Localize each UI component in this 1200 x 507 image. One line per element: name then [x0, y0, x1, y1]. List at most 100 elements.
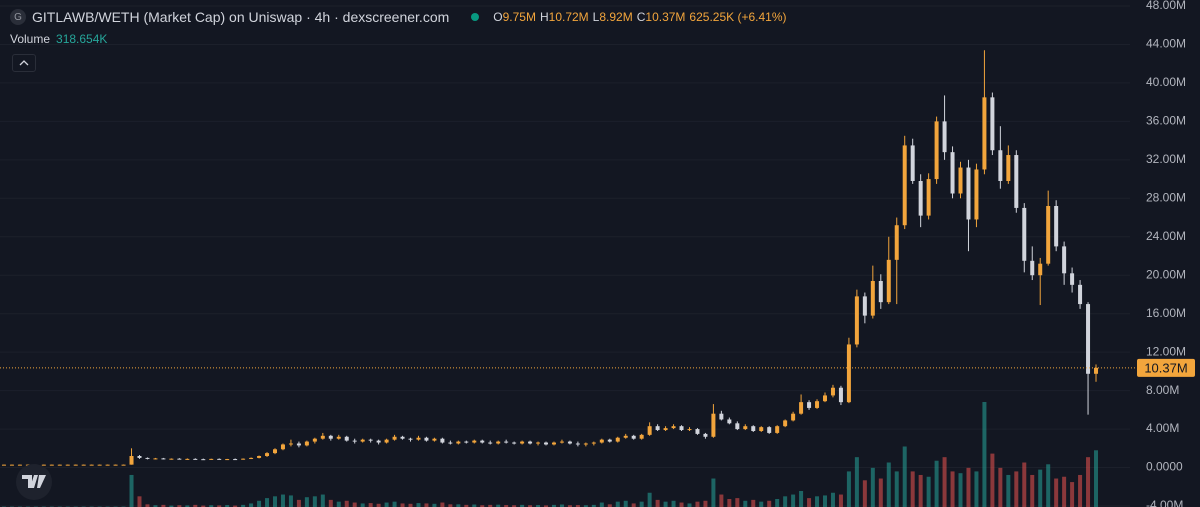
tradingview-logo: [16, 464, 52, 500]
candle-body: [177, 458, 182, 460]
candle-body: [376, 440, 381, 443]
y-tick-label: 32.00M: [1146, 152, 1186, 166]
candle-body: [663, 428, 668, 431]
volume-bar: [966, 467, 971, 507]
volume-bar: [352, 502, 357, 507]
candle-body: [209, 458, 214, 460]
candle-body: [838, 387, 843, 403]
candle-body: [416, 437, 421, 440]
volume-bar: [583, 505, 588, 507]
candle-body: [799, 402, 804, 414]
volume-bar: [838, 494, 843, 507]
candle-layer: [1, 50, 1099, 466]
candle-body: [655, 426, 660, 431]
ohlc-value: 9.75M: [502, 10, 536, 24]
volume-bar: [368, 503, 373, 507]
volume-bar: [225, 505, 230, 507]
volume-bar: [695, 501, 700, 507]
y-tick-label: 20.00M: [1146, 267, 1186, 281]
volume-bar: [1094, 450, 1099, 507]
volume-bar: [719, 494, 724, 507]
volume-bar: [982, 402, 987, 507]
candle-body: [551, 442, 556, 445]
volume-bar: [416, 503, 421, 507]
candle-body: [201, 459, 206, 461]
volume-bar: [639, 501, 644, 507]
candle-body: [918, 181, 923, 216]
volume-bar: [528, 505, 533, 507]
candle-body: [424, 437, 429, 441]
volume-bar: [169, 505, 174, 507]
volume-bar: [623, 500, 628, 507]
volume-bar: [400, 503, 405, 507]
candle-body: [886, 259, 891, 303]
candle-body: [536, 442, 541, 444]
volume-bar: [544, 505, 549, 507]
candle-body: [727, 419, 732, 424]
volume-bar: [815, 496, 820, 507]
last-price-tag: [1137, 358, 1195, 377]
volume-bar: [950, 471, 955, 507]
volume-bar: [878, 478, 883, 507]
candle-body: [280, 444, 285, 450]
volume-bar: [942, 457, 947, 507]
volume-bar: [751, 499, 756, 507]
ohlc-legend: O 9.75M H 10.72M L 8.92M C 10.37M: [493, 10, 689, 24]
candle-body: [320, 435, 325, 439]
ohlc-value: 8.92M: [599, 10, 633, 24]
candle-body: [352, 440, 357, 442]
candle-body: [934, 121, 939, 180]
volume-bar: [304, 497, 309, 507]
candle-body: [89, 464, 94, 466]
candle-body: [1070, 273, 1075, 285]
candle-body: [368, 439, 373, 441]
candle-body: [512, 442, 517, 444]
candle-body: [719, 413, 724, 420]
volume-bar: [910, 471, 915, 507]
candle-body: [1054, 206, 1059, 247]
candle-body: [153, 458, 158, 460]
volume-bar: [631, 503, 636, 507]
candle-body: [17, 464, 22, 466]
candle-body: [751, 426, 756, 431]
candle-body: [265, 453, 270, 456]
candle-body: [145, 457, 150, 459]
candle-body: [791, 413, 796, 421]
volume-bar: [775, 498, 780, 507]
volume-value: 318.654K: [56, 32, 108, 46]
candle-body: [583, 443, 588, 445]
candle-body: [743, 426, 748, 430]
candle-body: [950, 152, 955, 194]
header: G GITLAWB/WETH (Market Cap) on Uniswap ·…: [0, 7, 787, 27]
volume-bar: [472, 504, 477, 507]
volume-label: Volume: [10, 32, 51, 46]
candle-body: [599, 439, 604, 443]
y-tick-label: 16.00M: [1146, 306, 1186, 320]
collapse-button[interactable]: [12, 54, 36, 72]
candle-body: [998, 150, 1003, 181]
volume-bar: [456, 504, 461, 507]
candle-body: [687, 429, 692, 431]
volume-bar: [201, 505, 206, 507]
candle-body: [1014, 155, 1019, 208]
volume-bar: [575, 505, 580, 507]
candle-body: [288, 443, 293, 445]
volume-bar: [161, 504, 166, 507]
volume-bar: [934, 460, 939, 507]
volume-bar: [464, 504, 469, 507]
volume-bar: [687, 503, 692, 507]
candle-body: [974, 169, 979, 220]
volume-bar: [759, 501, 764, 507]
candle-body: [990, 97, 995, 151]
volume-bar: [1006, 474, 1011, 507]
volume-bar: [1038, 469, 1043, 507]
candle-body: [607, 439, 612, 442]
volume-bar: [209, 505, 214, 507]
candle-body: [1022, 207, 1027, 261]
candle-body: [711, 413, 716, 437]
candle-body: [528, 441, 533, 444]
candle-body: [193, 458, 198, 460]
volume-legend: Volume 318.654K: [10, 32, 107, 46]
volume-bar: [615, 501, 620, 507]
